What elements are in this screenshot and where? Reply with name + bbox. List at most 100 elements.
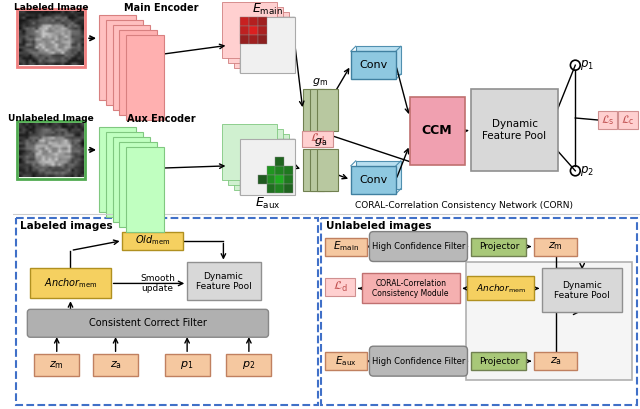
FancyBboxPatch shape xyxy=(303,149,324,191)
FancyBboxPatch shape xyxy=(275,166,284,175)
Text: Dynamic
Feature Pool: Dynamic Feature Pool xyxy=(554,281,610,300)
FancyBboxPatch shape xyxy=(317,149,338,191)
FancyBboxPatch shape xyxy=(472,238,526,256)
FancyBboxPatch shape xyxy=(317,89,338,131)
FancyBboxPatch shape xyxy=(534,238,577,256)
FancyBboxPatch shape xyxy=(321,218,637,405)
FancyBboxPatch shape xyxy=(120,142,157,227)
FancyBboxPatch shape xyxy=(228,7,283,63)
Text: $p_2$: $p_2$ xyxy=(243,359,255,371)
Text: $g_{\mathrm{a}}$: $g_{\mathrm{a}}$ xyxy=(314,136,327,148)
Text: Projector: Projector xyxy=(479,357,519,366)
Text: Unlabeled images: Unlabeled images xyxy=(326,220,432,231)
FancyBboxPatch shape xyxy=(325,279,355,297)
FancyBboxPatch shape xyxy=(302,131,333,147)
FancyBboxPatch shape xyxy=(266,175,275,184)
FancyBboxPatch shape xyxy=(258,17,266,26)
Text: Smooth
update: Smooth update xyxy=(140,274,175,293)
Text: Aux Encoder: Aux Encoder xyxy=(127,114,196,124)
FancyBboxPatch shape xyxy=(258,175,266,184)
FancyBboxPatch shape xyxy=(106,20,143,105)
FancyBboxPatch shape xyxy=(310,89,332,131)
Text: $E_{\mathrm{main}}$: $E_{\mathrm{main}}$ xyxy=(333,240,359,254)
FancyBboxPatch shape xyxy=(258,35,266,44)
FancyBboxPatch shape xyxy=(126,147,164,231)
Text: Labeled Image: Labeled Image xyxy=(13,3,88,12)
FancyBboxPatch shape xyxy=(240,35,249,44)
FancyBboxPatch shape xyxy=(30,268,111,299)
FancyBboxPatch shape xyxy=(310,149,332,191)
FancyBboxPatch shape xyxy=(164,354,210,376)
FancyBboxPatch shape xyxy=(410,97,465,165)
FancyBboxPatch shape xyxy=(126,35,164,120)
FancyBboxPatch shape xyxy=(534,352,577,370)
FancyBboxPatch shape xyxy=(275,184,284,193)
FancyBboxPatch shape xyxy=(113,137,150,222)
Text: $\mathit{Anchor}_{\mathrm{mem}}$: $\mathit{Anchor}_{\mathrm{mem}}$ xyxy=(44,276,97,290)
Text: $z_{\mathrm{m}}$: $z_{\mathrm{m}}$ xyxy=(548,240,563,252)
FancyBboxPatch shape xyxy=(351,51,396,79)
FancyBboxPatch shape xyxy=(240,17,295,73)
Text: $p_1$: $p_1$ xyxy=(580,58,594,72)
Text: Conv: Conv xyxy=(359,60,387,70)
Text: $z_{\mathrm{m}}$: $z_{\mathrm{m}}$ xyxy=(49,359,64,371)
FancyBboxPatch shape xyxy=(15,218,317,405)
FancyBboxPatch shape xyxy=(187,263,260,300)
Text: $\mathit{Anchor}_{\mathrm{mem}}$: $\mathit{Anchor}_{\mathrm{mem}}$ xyxy=(476,282,526,294)
FancyBboxPatch shape xyxy=(249,26,258,35)
FancyBboxPatch shape xyxy=(106,132,143,217)
FancyBboxPatch shape xyxy=(351,166,396,194)
Text: $E_{\mathrm{aux}}$: $E_{\mathrm{aux}}$ xyxy=(335,354,356,368)
FancyBboxPatch shape xyxy=(234,134,289,190)
Text: $z_{\mathrm{a}}$: $z_{\mathrm{a}}$ xyxy=(109,359,122,371)
Text: $\mathcal{L}_{\mathrm{d}}$: $\mathcal{L}_{\mathrm{d}}$ xyxy=(310,132,325,146)
FancyBboxPatch shape xyxy=(227,354,271,376)
Text: Dynamic
Feature Pool: Dynamic Feature Pool xyxy=(483,119,547,141)
FancyBboxPatch shape xyxy=(34,354,79,376)
Text: $p_2$: $p_2$ xyxy=(580,164,594,178)
FancyBboxPatch shape xyxy=(28,309,269,337)
FancyBboxPatch shape xyxy=(99,127,136,212)
Text: $\mathcal{L}_{\mathrm{c}}$: $\mathcal{L}_{\mathrm{c}}$ xyxy=(621,113,635,127)
FancyBboxPatch shape xyxy=(303,89,324,131)
Text: $\mathcal{L}_{\mathrm{s}}$: $\mathcal{L}_{\mathrm{s}}$ xyxy=(601,113,614,127)
FancyBboxPatch shape xyxy=(472,89,557,171)
FancyBboxPatch shape xyxy=(223,2,277,58)
FancyBboxPatch shape xyxy=(249,17,258,26)
Text: CORAL-Correlation
Consistency Module: CORAL-Correlation Consistency Module xyxy=(372,279,449,298)
Text: $\mathit{Old}_{\mathrm{mem}}$: $\mathit{Old}_{\mathrm{mem}}$ xyxy=(135,234,170,247)
FancyBboxPatch shape xyxy=(223,124,277,180)
FancyBboxPatch shape xyxy=(240,17,249,26)
FancyBboxPatch shape xyxy=(249,35,258,44)
FancyBboxPatch shape xyxy=(356,46,401,74)
FancyBboxPatch shape xyxy=(266,184,275,193)
FancyBboxPatch shape xyxy=(228,129,283,185)
FancyBboxPatch shape xyxy=(369,346,467,376)
FancyBboxPatch shape xyxy=(284,175,293,184)
FancyBboxPatch shape xyxy=(93,354,138,376)
FancyBboxPatch shape xyxy=(113,25,150,110)
FancyBboxPatch shape xyxy=(258,26,266,35)
FancyBboxPatch shape xyxy=(618,111,638,129)
Text: CCM: CCM xyxy=(422,124,452,137)
FancyBboxPatch shape xyxy=(362,274,460,303)
Text: Labeled images: Labeled images xyxy=(20,220,113,231)
FancyBboxPatch shape xyxy=(275,175,284,184)
FancyBboxPatch shape xyxy=(99,16,136,100)
Text: Conv: Conv xyxy=(359,175,387,185)
FancyBboxPatch shape xyxy=(284,184,293,193)
Text: $p_1$: $p_1$ xyxy=(180,359,194,371)
FancyBboxPatch shape xyxy=(325,238,367,256)
FancyBboxPatch shape xyxy=(284,166,293,175)
FancyBboxPatch shape xyxy=(542,268,622,312)
Text: $z_{\mathrm{a}}$: $z_{\mathrm{a}}$ xyxy=(550,355,562,367)
Text: Consistent Correct Filter: Consistent Correct Filter xyxy=(89,318,207,328)
Text: Unlabeled Image: Unlabeled Image xyxy=(8,115,93,124)
Text: Projector: Projector xyxy=(479,242,519,251)
FancyBboxPatch shape xyxy=(240,26,249,35)
FancyBboxPatch shape xyxy=(465,263,632,380)
FancyBboxPatch shape xyxy=(234,12,289,68)
Text: Dynamic
Feature Pool: Dynamic Feature Pool xyxy=(196,272,252,291)
Text: CORAL-Correlation Consistency Network (CORN): CORAL-Correlation Consistency Network (C… xyxy=(355,201,573,210)
Text: $\mathcal{L}_{\mathrm{d}}$: $\mathcal{L}_{\mathrm{d}}$ xyxy=(333,280,348,294)
